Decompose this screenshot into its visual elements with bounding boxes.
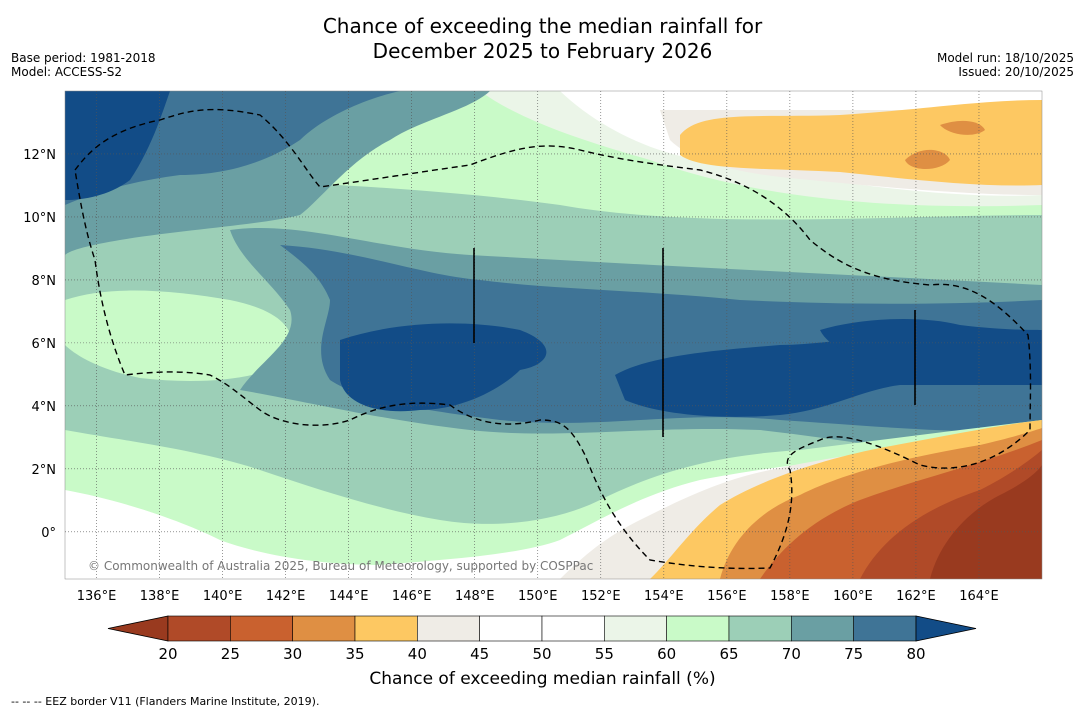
island-markers [473, 248, 916, 437]
colorbar-segment [853, 615, 917, 642]
lon-label: 162°E [896, 589, 936, 604]
colorbar-tick-label: 70 [782, 645, 801, 663]
title-line-1: Chance of exceeding the median rainfall … [322, 14, 763, 38]
eez-legend: -- -- -- EEZ border V11 (Flanders Marine… [11, 695, 320, 708]
colorbar-tick-label: 40 [408, 645, 427, 663]
lon-label: 164°E [959, 589, 999, 604]
colorbar-segment [354, 615, 418, 642]
colorbar-segment [728, 615, 792, 642]
lat-label: 4°N [32, 400, 57, 415]
map-frame [64, 90, 1043, 580]
lon-label: 156°E [707, 589, 747, 604]
lon-label: 146°E [392, 589, 432, 604]
colorbar-tick-label: 25 [221, 645, 240, 663]
colorbar-over-arrow [915, 615, 977, 642]
rainfall-probability-field [65, 91, 1042, 579]
lat-label: 6°N [32, 337, 57, 352]
lat-label: 2°N [32, 463, 57, 478]
lat-label: 8°N [32, 274, 57, 289]
lon-label: 148°E [455, 589, 495, 604]
colorbar-label: Chance of exceeding median rainfall (%) [369, 669, 716, 689]
colorbar-tick-label: 50 [532, 645, 551, 663]
colorbar-segment [230, 615, 293, 642]
colorbar-segment [604, 615, 667, 642]
eez-border [74, 108, 1032, 570]
colorbar-segment [167, 615, 231, 642]
colorbar-tick-label: 45 [470, 645, 489, 663]
colorbar-tick-label: 20 [158, 645, 177, 663]
colorbar-segment [541, 615, 605, 642]
colorbar-segment [479, 615, 543, 642]
colorbar-tick-label: 75 [844, 645, 863, 663]
colorbar-under-arrow [107, 615, 169, 642]
colorbar-tick-label: 35 [345, 645, 364, 663]
lat-label: 0° [41, 526, 56, 541]
copyright-note: © Commonwealth of Australia 2025, Bureau… [88, 559, 593, 573]
run-info: Model run: 18/10/2025 Issued: 20/10/2025 [937, 51, 1074, 79]
colorbar-tick-label: 60 [657, 645, 676, 663]
lon-label: 150°E [518, 589, 558, 604]
lon-label: 152°E [581, 589, 621, 604]
colorbar-segment [791, 615, 854, 642]
lon-label: 138°E [140, 589, 180, 604]
colorbar-tick-label: 80 [906, 645, 925, 663]
lat-label: 10°N [23, 211, 56, 226]
title-line-2: December 2025 to February 2026 [372, 39, 713, 63]
colorbar: 20 25 30 35 40 45 50 55 60 65 70 75 80 [107, 615, 977, 663]
map-title: Chance of exceeding the median rainfall … [0, 14, 1085, 64]
lon-label: 154°E [644, 589, 684, 604]
model-info: Base period: 1981-2018 Model: ACCESS-S2 [11, 51, 156, 79]
lon-label: 158°E [770, 589, 810, 604]
graticule [65, 91, 1042, 579]
colorbar-segment [417, 615, 480, 642]
base-period: Base period: 1981-2018 [11, 51, 156, 65]
latitude-labels: 12°N 10°N 8°N 6°N 4°N 2°N 0° [23, 148, 56, 541]
lon-label: 142°E [266, 589, 306, 604]
lon-label: 144°E [329, 589, 369, 604]
colorbar-segment [666, 615, 730, 642]
colorbar-segment [292, 615, 356, 642]
issued-date: Issued: 20/10/2025 [958, 65, 1074, 79]
lon-label: 140°E [203, 589, 243, 604]
model-name: Model: ACCESS-S2 [11, 65, 123, 79]
colorbar-tick-label: 65 [719, 645, 738, 663]
colorbar-tick-label: 55 [595, 645, 614, 663]
lat-label: 12°N [23, 148, 56, 163]
lon-label: 160°E [833, 589, 873, 604]
colorbar-tick-label: 30 [283, 645, 302, 663]
lon-label: 136°E [77, 589, 117, 604]
model-run: Model run: 18/10/2025 [936, 51, 1074, 65]
longitude-labels: 136°E 138°E 140°E 142°E 144°E 146°E 148°E 150°E… [77, 589, 999, 604]
